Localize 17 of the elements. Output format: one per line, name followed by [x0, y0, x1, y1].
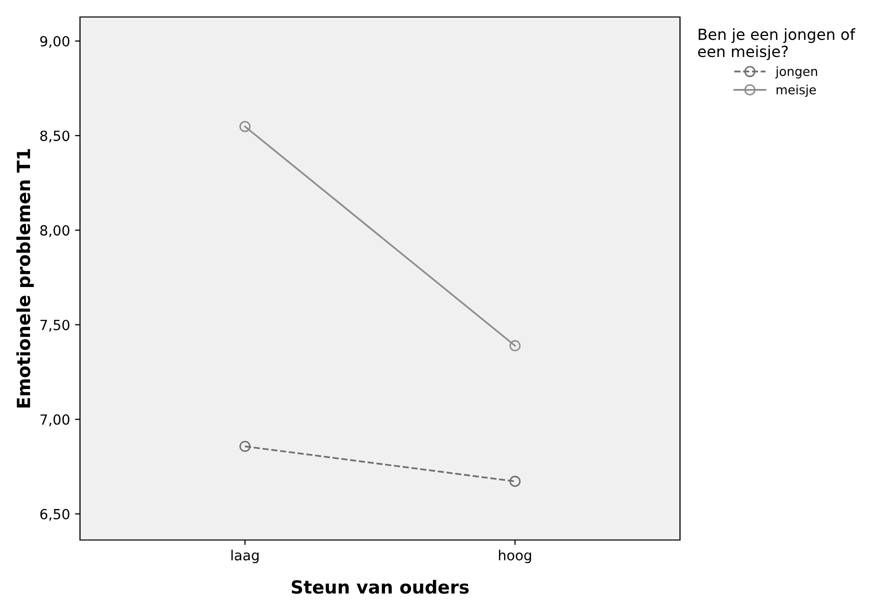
y-tick-label: 6,50 — [40, 508, 70, 521]
point — [509, 476, 521, 487]
legend-title: Ben je een jongen of een meisje? — [698, 28, 856, 60]
y-tick-label: 8,00 — [40, 225, 70, 238]
x-axis-title: Steun van ouders — [292, 580, 469, 594]
point — [509, 340, 521, 352]
x-tick-label: hoog — [498, 550, 532, 564]
legend-label: jongen — [775, 66, 818, 78]
point — [239, 440, 251, 452]
y-tick-label: 9,00 — [40, 36, 70, 48]
y-tick-label: 7,00 — [40, 414, 70, 426]
y-tick-label: 7,50 — [40, 320, 70, 332]
y-tick-label: 8,50 — [40, 130, 70, 142]
y-axis-title: Emotionele problemen T1 — [16, 149, 34, 408]
legend-label: meisje — [776, 84, 816, 97]
x-tick-label: laag — [231, 550, 259, 564]
point — [239, 120, 251, 132]
